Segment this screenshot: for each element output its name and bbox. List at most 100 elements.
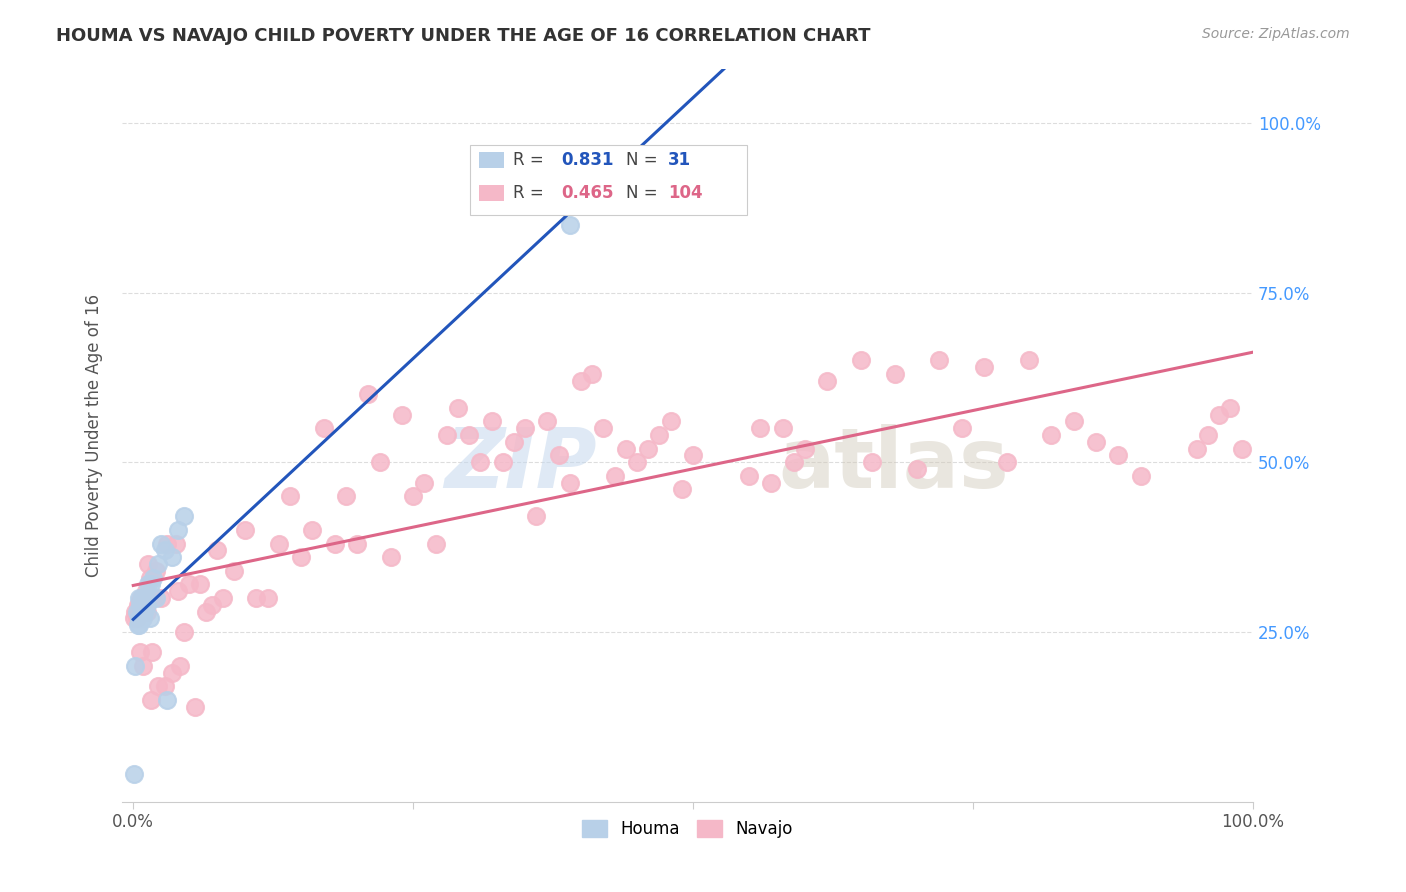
Point [128, 591, 150, 605]
Point [124, 605, 146, 619]
Point [127, 618, 149, 632]
Point [335, 489, 357, 503]
Bar [479, 185, 505, 202]
Point [592, 421, 614, 435]
Point [128, 618, 150, 632]
Point [536, 415, 558, 429]
Text: 0.831: 0.831 [561, 151, 613, 169]
Point [1063, 415, 1085, 429]
Text: N =: N = [627, 151, 658, 169]
Point [245, 591, 267, 605]
Point [391, 408, 413, 422]
Point [849, 353, 872, 368]
Point [1208, 408, 1230, 422]
Point [1219, 401, 1241, 415]
Point [142, 571, 165, 585]
Point [179, 577, 201, 591]
Point [278, 489, 301, 503]
Point [135, 605, 157, 619]
Point [184, 699, 207, 714]
Point [1085, 434, 1108, 449]
Point [995, 455, 1018, 469]
Text: R =: R = [513, 184, 550, 202]
Point [1108, 449, 1130, 463]
Point [973, 360, 995, 375]
Point [402, 489, 425, 503]
Point [136, 577, 159, 591]
Point [682, 449, 704, 463]
Point [162, 550, 184, 565]
Point [173, 509, 195, 524]
Point [436, 428, 458, 442]
Point [492, 455, 515, 469]
Point [481, 415, 503, 429]
Point [141, 645, 163, 659]
Point [222, 564, 245, 578]
Point [749, 421, 772, 435]
Point [127, 598, 149, 612]
Point [233, 523, 256, 537]
Point [425, 536, 447, 550]
Point [928, 353, 950, 368]
Point [659, 415, 682, 429]
Point [167, 523, 190, 537]
Point [1129, 468, 1152, 483]
Point [129, 645, 152, 659]
Legend: Houma, Navajo: Houma, Navajo [575, 813, 799, 845]
Text: 104: 104 [668, 184, 703, 202]
Point [125, 605, 148, 619]
Point [905, 462, 928, 476]
Point [129, 598, 152, 612]
Point [153, 543, 176, 558]
Point [129, 598, 152, 612]
Point [141, 692, 163, 706]
Point [135, 584, 157, 599]
Point [470, 455, 492, 469]
Point [211, 591, 233, 605]
Point [205, 543, 228, 558]
Point [256, 591, 278, 605]
Point [129, 591, 152, 605]
Point [150, 591, 173, 605]
Point [141, 577, 163, 591]
Point [129, 611, 152, 625]
Point [558, 218, 581, 232]
Point [581, 367, 603, 381]
Point [447, 401, 470, 415]
Point [323, 536, 346, 550]
Point [146, 557, 169, 571]
Point [738, 468, 761, 483]
Point [142, 591, 165, 605]
Point [135, 591, 157, 605]
Point [772, 421, 794, 435]
Text: Source: ZipAtlas.com: Source: ZipAtlas.com [1202, 27, 1350, 41]
Point [503, 434, 526, 449]
Point [124, 767, 146, 781]
Point [569, 374, 592, 388]
Text: 0.465: 0.465 [561, 184, 613, 202]
Point [513, 421, 536, 435]
Point [1185, 442, 1208, 456]
Bar [471, 145, 748, 215]
Point [145, 591, 167, 605]
Point [139, 571, 162, 585]
Point [368, 455, 391, 469]
Point [301, 523, 323, 537]
Point [124, 611, 146, 625]
Point [173, 624, 195, 639]
Point [614, 442, 637, 456]
Point [131, 598, 153, 612]
Point [458, 428, 481, 442]
Point [346, 536, 368, 550]
Point [139, 611, 162, 625]
Point [860, 455, 883, 469]
Point [592, 170, 614, 185]
Point [883, 367, 905, 381]
Point [357, 387, 380, 401]
Point [783, 455, 806, 469]
Text: HOUMA VS NAVAJO CHILD POVERTY UNDER THE AGE OF 16 CORRELATION CHART: HOUMA VS NAVAJO CHILD POVERTY UNDER THE … [56, 27, 870, 45]
Point [190, 577, 212, 591]
Point [165, 536, 187, 550]
Point [134, 591, 156, 605]
Point [950, 421, 973, 435]
